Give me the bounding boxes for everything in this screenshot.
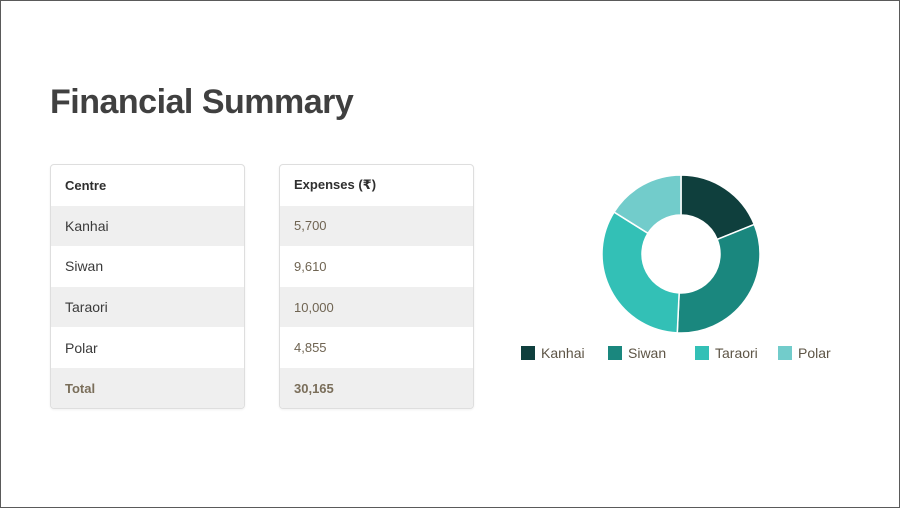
legend-swatch-taraori	[695, 346, 709, 360]
donut-slice-siwan	[676, 223, 761, 334]
donut-chart-svg: Kanhai Siwan Taraori Polar	[521, 174, 831, 361]
centre-cell-taraori: Taraori	[51, 286, 244, 328]
donut-slice-taraori	[601, 211, 680, 334]
legend-swatch-kanhai	[521, 346, 535, 360]
donut-chart: Kanhai Siwan Taraori Polar	[501, 161, 861, 381]
legend-label-kanhai: Kanhai	[541, 345, 585, 361]
centre-table: Centre Kanhai Siwan Taraori Polar Total	[50, 164, 245, 409]
legend-swatch-siwan	[608, 346, 622, 360]
legend-label-siwan: Siwan	[628, 345, 666, 361]
total-label: Total	[51, 367, 244, 408]
page-title: Financial Summary	[50, 83, 354, 121]
expenses-cell-kanhai: 5,700	[280, 205, 473, 247]
centre-cell-polar: Polar	[65, 339, 98, 356]
expenses-table: Expenses (₹) 5,700 9,610 10,000 4,855 30…	[279, 164, 474, 409]
donut-slice-polar	[613, 174, 682, 235]
legend-swatch-polar	[778, 346, 792, 360]
expenses-cell-taraori: 10,000	[280, 286, 473, 328]
centre-cell-siwan: Siwan	[65, 258, 104, 275]
centre-cell-kanhai: Kanhai	[51, 205, 244, 247]
total-value: 30,165	[280, 367, 473, 408]
expenses-header: Expenses (₹)	[294, 177, 377, 193]
centre-header: Centre	[65, 177, 107, 193]
expenses-cell-siwan: 9,610	[294, 258, 327, 274]
legend-label-polar: Polar	[798, 345, 831, 361]
expenses-cell-polar: 4,855	[294, 340, 327, 356]
legend-label-taraori: Taraori	[715, 345, 758, 361]
